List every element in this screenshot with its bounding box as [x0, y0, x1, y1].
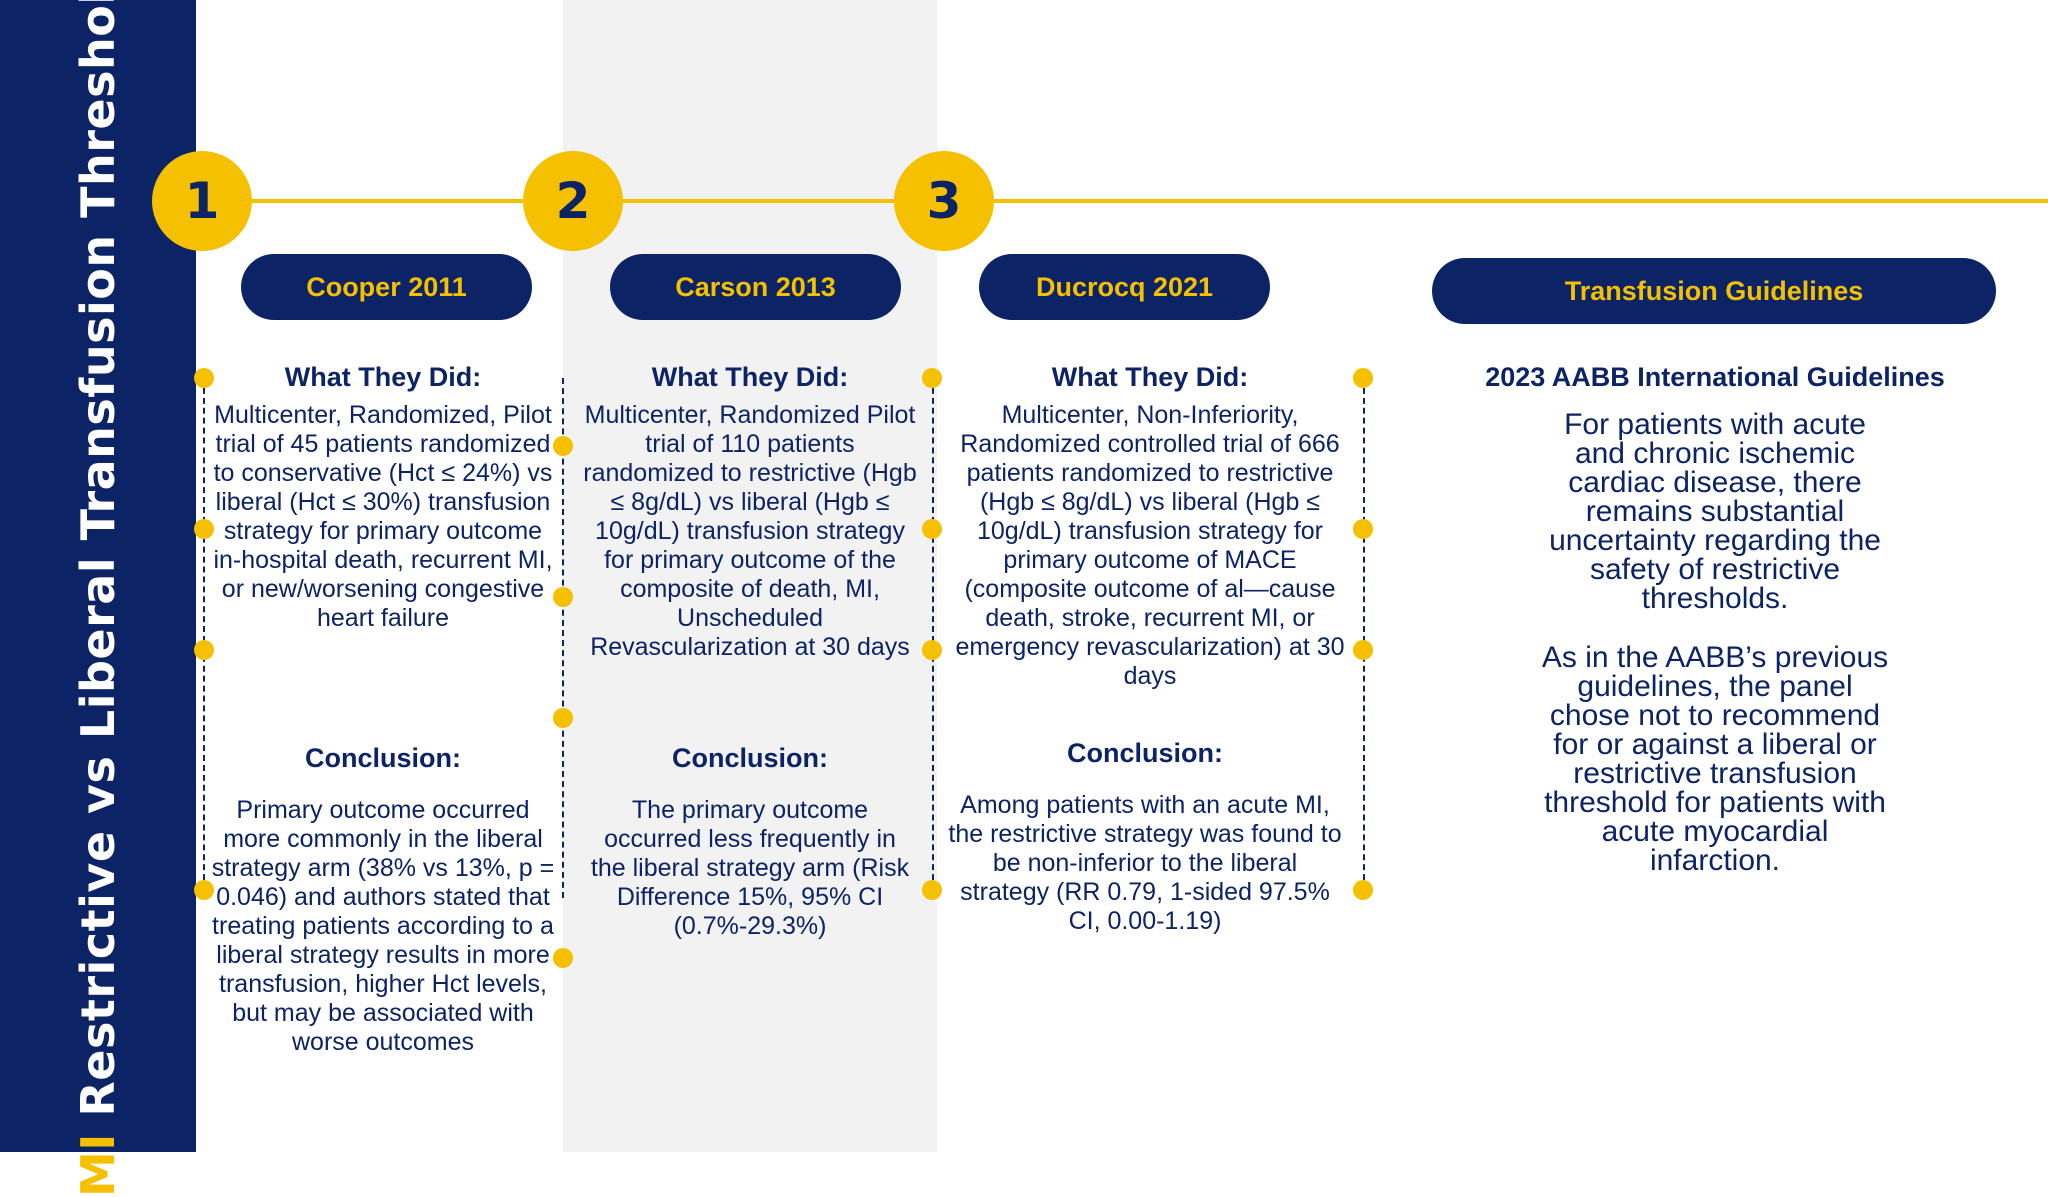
- timeline-line: [200, 199, 2048, 203]
- conclusion-heading: Conclusion:: [1067, 738, 1223, 768]
- study-pill-cooper: Cooper 2011: [241, 254, 532, 320]
- guidelines-heading: 2023 AABB International Guidelines: [1485, 362, 1945, 392]
- conclusion-text: Among patients with an acute MI, the res…: [948, 791, 1342, 935]
- connector-dot: [194, 640, 214, 660]
- column-ducrocq: What They Did: Multicenter, Non-Inferior…: [940, 362, 1360, 691]
- page-title-text: Restrictive vs Liberal Transfusion Thres…: [71, 0, 125, 1117]
- dashed-connector-2: [562, 378, 564, 898]
- connector-dot: [553, 708, 573, 728]
- column-carson: What They Did: Multicenter, Randomized P…: [574, 362, 926, 662]
- conclusion-text: The primary outcome occurred less freque…: [590, 796, 910, 940]
- column-2-background: [563, 0, 937, 1152]
- guidelines-column: 2023 AABB International Guidelines For p…: [1420, 362, 2010, 877]
- dashed-connector-1: [203, 378, 205, 890]
- column-cooper-conclusion: Conclusion: Primary outcome occurred mor…: [207, 743, 559, 1057]
- connector-dot: [553, 587, 573, 607]
- column-ducrocq-conclusion: Conclusion: Among patients with an acute…: [940, 738, 1350, 936]
- page-title-accent: MI: [71, 1133, 125, 1197]
- connector-dot: [1353, 368, 1373, 388]
- what-text: Multicenter, Randomized Pilot trial of 1…: [583, 401, 917, 661]
- connector-dot: [194, 519, 214, 539]
- connector-dot: [922, 640, 942, 660]
- conclusion-heading: Conclusion:: [672, 743, 828, 773]
- connector-dot: [553, 948, 573, 968]
- what-heading: What They Did:: [651, 362, 849, 392]
- dashed-connector-4: [1363, 378, 1365, 890]
- column-cooper: What They Did: Multicenter, Randomized, …: [207, 362, 559, 633]
- column-carson-conclusion: Conclusion: The primary outcome occurred…: [574, 743, 926, 941]
- connector-dot: [1353, 640, 1373, 660]
- dashed-connector-3: [932, 378, 934, 890]
- timeline-marker-2: 2: [523, 151, 623, 251]
- guidelines-paragraph-1: For patients with acute and chronic isch…: [1549, 408, 1881, 615]
- what-heading: What They Did:: [284, 362, 482, 392]
- connector-dot: [1353, 880, 1373, 900]
- conclusion-text: Primary outcome occurred more commonly i…: [211, 796, 555, 1056]
- guidelines-pill: Transfusion Guidelines: [1432, 258, 1996, 324]
- connector-dot: [1353, 519, 1373, 539]
- what-text: Multicenter, Non-Inferiority, Randomized…: [955, 401, 1345, 690]
- connector-dot: [553, 436, 573, 456]
- connector-dot: [194, 368, 214, 388]
- connector-dot: [922, 880, 942, 900]
- what-heading: What They Did:: [1051, 362, 1249, 392]
- study-pill-carson: Carson 2013: [610, 254, 901, 320]
- connector-dot: [922, 368, 942, 388]
- what-text: Multicenter, Randomized, Pilot trial of …: [213, 401, 553, 632]
- timeline-marker-3: 3: [894, 151, 994, 251]
- guidelines-paragraph-2: As in the AABB’s previous guidelines, th…: [1541, 641, 1889, 877]
- timeline-marker-1: 1: [152, 151, 252, 251]
- page-title: MI Restrictive vs Liberal Transfusion Th…: [71, 0, 125, 1197]
- conclusion-heading: Conclusion:: [305, 743, 461, 773]
- connector-dot: [922, 519, 942, 539]
- connector-dot: [194, 880, 214, 900]
- study-pill-ducrocq: Ducrocq 2021: [979, 254, 1270, 320]
